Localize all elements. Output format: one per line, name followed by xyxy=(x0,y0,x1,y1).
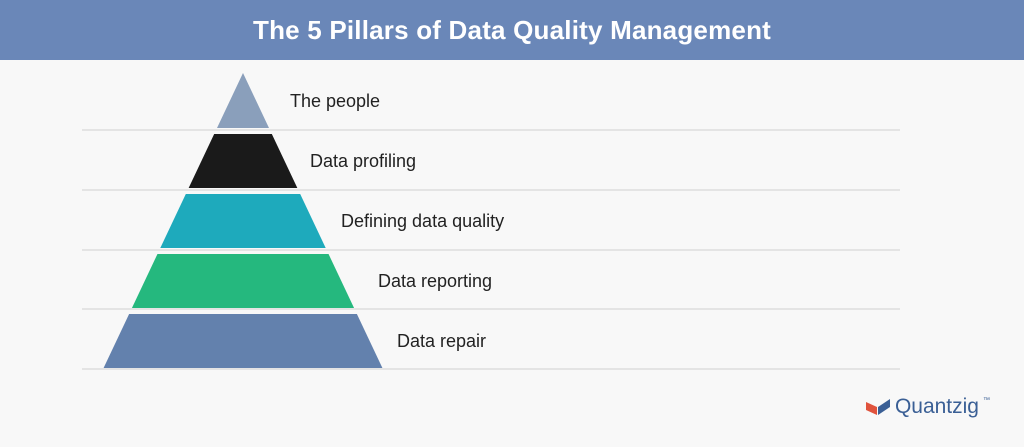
tier-label-5: Data repair xyxy=(397,331,486,351)
logo-trademark: ™ xyxy=(983,397,990,404)
quantzig-logo: Quantzig ™ xyxy=(865,395,990,419)
tier-label-1: The people xyxy=(290,91,380,111)
pyramid-tier-4 xyxy=(131,254,355,308)
tier-label-3: Defining data quality xyxy=(341,211,504,231)
pyramid-tier-3 xyxy=(160,194,326,248)
page-title: The 5 Pillars of Data Quality Management xyxy=(252,14,772,45)
pyramid-tier-2 xyxy=(188,134,298,188)
tier-label-2: Data profiling xyxy=(310,151,416,171)
pyramid-tier-1 xyxy=(217,73,269,128)
logo-book-icon xyxy=(865,399,890,415)
tier-label-4: Data reporting xyxy=(378,271,492,291)
pyramid-tier-5 xyxy=(103,314,383,368)
title-banner: The 5 Pillars of Data Quality Management xyxy=(0,0,1024,60)
logo-text: Quantzig xyxy=(894,395,979,418)
